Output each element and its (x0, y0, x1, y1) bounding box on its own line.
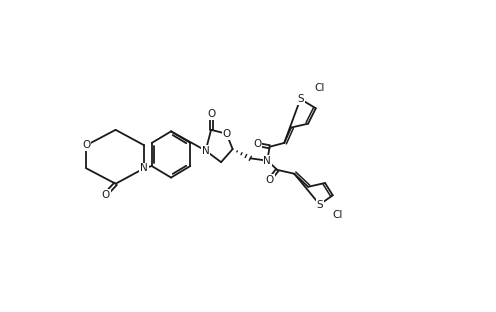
Text: O: O (102, 189, 110, 199)
Text: Cl: Cl (332, 210, 343, 220)
Text: S: S (297, 94, 304, 104)
Text: O: O (222, 129, 231, 139)
Text: O: O (265, 175, 274, 185)
Text: N: N (140, 163, 148, 173)
Text: O: O (207, 110, 215, 119)
Text: O: O (82, 140, 90, 150)
Text: N: N (202, 146, 210, 156)
Text: O: O (253, 139, 261, 149)
Text: S: S (316, 200, 323, 210)
Text: N: N (263, 156, 271, 166)
Text: Cl: Cl (314, 83, 325, 93)
